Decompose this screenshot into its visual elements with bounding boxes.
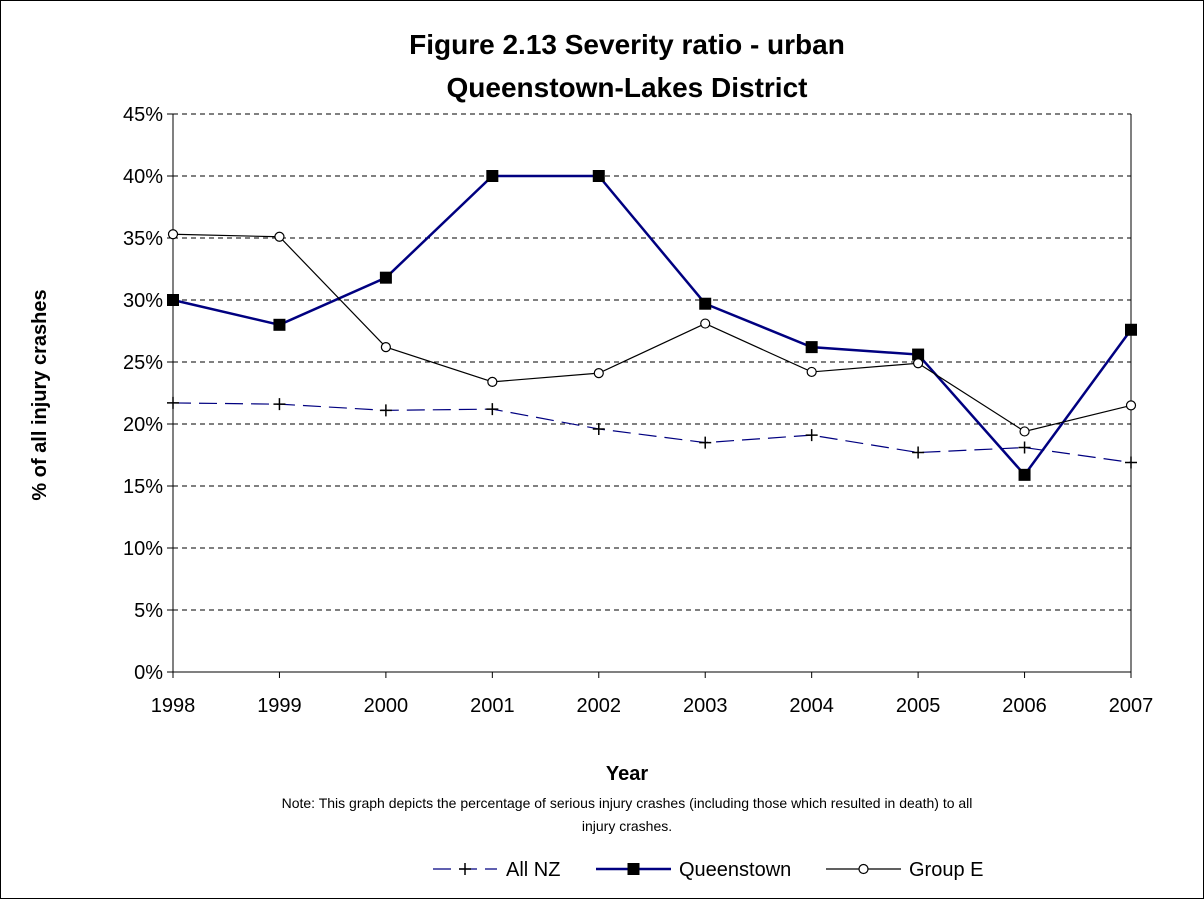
legend-label-all-nz: All NZ (506, 859, 560, 881)
chart-title-line-2: Queenstown-Lakes District (447, 72, 808, 103)
x-tick-label: 2003 (683, 695, 728, 717)
series-group-e (167, 229, 1137, 437)
x-tick-label: 1998 (151, 695, 196, 717)
data-point-all-nz (912, 446, 925, 459)
legend-item-queenstown: Queenstown (596, 859, 791, 881)
data-point-queenstown (167, 294, 179, 306)
data-point-queenstown (592, 170, 605, 182)
data-point-all-nz (167, 396, 179, 409)
y-tick-label: 40% (123, 166, 163, 188)
data-point-queenstown (273, 318, 286, 331)
legend-marker-queenstown (627, 863, 640, 875)
x-tick-label: 2005 (896, 695, 941, 717)
legend-marker-group-e (858, 863, 869, 875)
data-point-queenstown (379, 271, 392, 284)
x-tick-label: 1999 (257, 695, 302, 717)
series-line-queenstown (172, 174, 1133, 477)
data-point-queenstown (1018, 468, 1031, 481)
y-tick-label: 20% (123, 414, 163, 436)
data-point-all-nz (699, 436, 712, 449)
data-point-group-e (1019, 426, 1030, 437)
gridlines (172, 113, 1132, 673)
x-tick-label: 2002 (577, 695, 622, 717)
y-tick-label: 15% (123, 476, 163, 498)
y-tick-label: 10% (123, 538, 163, 560)
data-point-all-nz (805, 429, 818, 442)
y-tick-label: 0% (134, 662, 163, 684)
x-axis-label: Year (606, 763, 648, 785)
x-tick-label: 2000 (364, 695, 409, 717)
data-point-group-e (1125, 400, 1137, 411)
data-point-all-nz (1018, 441, 1031, 454)
data-point-group-e (593, 368, 604, 379)
data-point-all-nz (273, 398, 286, 411)
y-tick-label: 45% (123, 104, 163, 126)
data-point-all-nz (486, 403, 499, 416)
data-point-all-nz (592, 422, 605, 435)
x-tick-label: 2004 (789, 695, 834, 717)
y-tick-label: 35% (123, 228, 163, 250)
legend-marker-all-nz (459, 863, 471, 875)
legend-label-group-e: Group E (909, 859, 983, 881)
data-point-group-e (700, 318, 711, 329)
data-point-queenstown (699, 297, 712, 310)
x-tick-label: 2007 (1109, 695, 1154, 717)
y-tick-label: 25% (123, 352, 163, 374)
x-tick-label: 2006 (1002, 695, 1047, 717)
series-all-nz (167, 396, 1137, 469)
data-point-group-e (913, 358, 924, 369)
y-tick-label: 5% (134, 600, 163, 622)
note-line-2: injury crashes. (582, 818, 672, 834)
note-line-1: Note: This graph depicts the percentage … (282, 795, 973, 811)
data-point-queenstown (486, 170, 499, 182)
data-point-all-nz (379, 404, 392, 417)
data-point-group-e (487, 376, 498, 387)
series-line-group-e (172, 233, 1132, 433)
data-point-all-nz (1125, 456, 1137, 469)
y-axis-ticks: 0% 5% 10% 15% 20% 25% 30% 35% 40% 45% (123, 104, 173, 684)
data-point-group-e (167, 229, 179, 240)
y-axis-label: % of all injury crashes (29, 289, 51, 500)
legend-label-queenstown: Queenstown (679, 859, 791, 881)
series-queenstown (167, 170, 1137, 481)
series-line-all-nz (172, 402, 1132, 464)
data-point-group-e (380, 342, 391, 353)
data-point-queenstown (1125, 323, 1137, 336)
x-tick-label: 2001 (470, 695, 515, 717)
chart-title-line-1: Figure 2.13 Severity ratio - urban (409, 29, 845, 60)
data-point-group-e (274, 231, 285, 242)
data-point-group-e (806, 366, 817, 378)
legend: All NZ Queenstown Group E (433, 859, 983, 881)
series-group (167, 170, 1137, 481)
legend-item-all-nz: All NZ (433, 859, 560, 881)
y-tick-label: 30% (123, 290, 163, 312)
legend-item-group-e: Group E (826, 859, 983, 881)
data-point-queenstown (805, 341, 818, 354)
x-axis-ticks: 1998 1999 2000 2001 2002 2003 2004 2005 2006 2007 (151, 672, 1154, 717)
